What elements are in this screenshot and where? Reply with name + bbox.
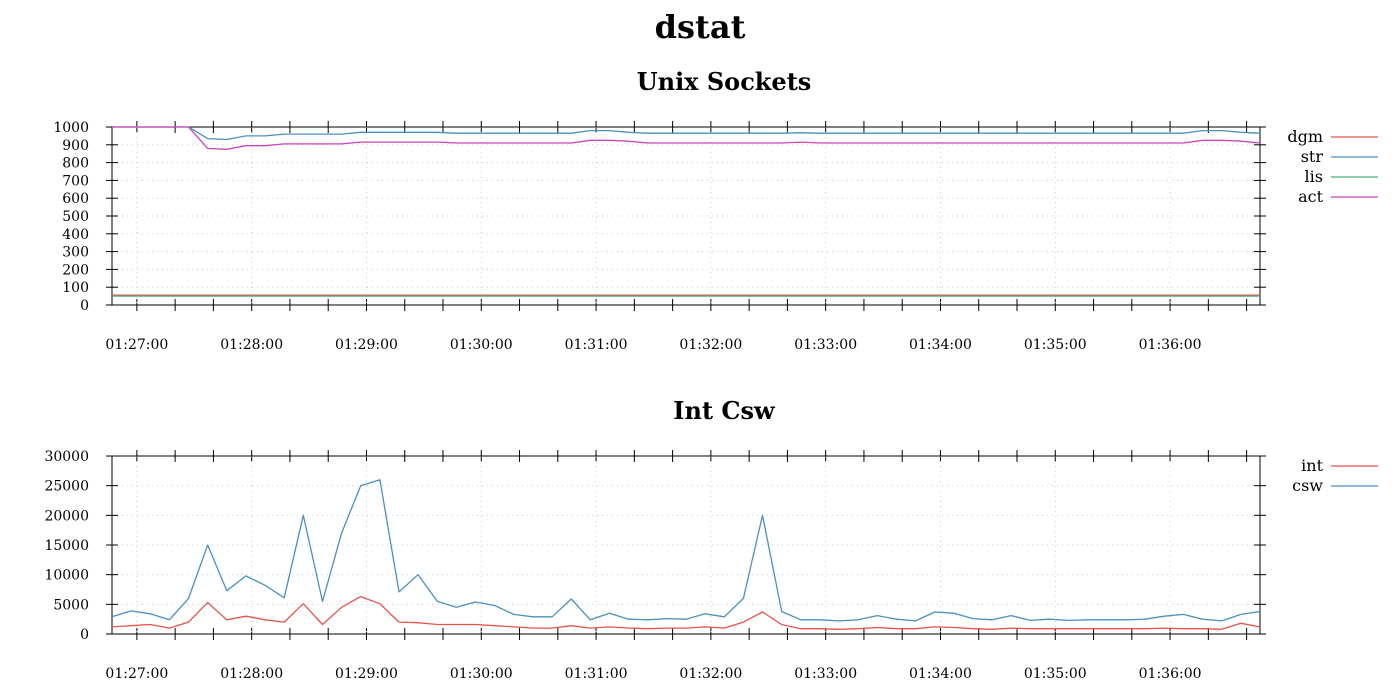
x-tick-label: 01:34:00 (909, 666, 972, 682)
legend-label: int (1301, 456, 1323, 475)
plot-frame (111, 126, 1261, 306)
series-line-int (111, 595, 1261, 630)
x-tick-label: 01:29:00 (335, 337, 398, 353)
y-tick-label: 200 (62, 262, 89, 278)
y-tick-label: 0 (80, 627, 89, 643)
x-tick-label: 01:27:00 (105, 666, 168, 682)
y-tick-label: 300 (62, 245, 89, 261)
y-tick-label: 10000 (44, 568, 89, 584)
series-line-act (112, 126, 1261, 150)
legend-label: act (1298, 187, 1324, 206)
y-tick-label: 900 (62, 138, 89, 154)
series-line-str (112, 126, 1261, 141)
y-tick-label: 15000 (44, 538, 89, 554)
series-line-csw (111, 479, 1261, 622)
chart-title: Unix Sockets (637, 67, 812, 96)
page-title: dstat (655, 8, 746, 46)
x-tick-label: 01:36:00 (1139, 337, 1202, 353)
x-tick-label: 01:30:00 (450, 337, 513, 353)
x-tick-label: 01:28:00 (220, 337, 283, 353)
x-tick-label: 01:35:00 (1024, 666, 1087, 682)
x-tick-label: 01:36:00 (1139, 666, 1202, 682)
x-tick-label: 01:33:00 (794, 337, 857, 353)
x-tick-label: 01:34:00 (909, 337, 972, 353)
x-tick-label: 01:27:00 (105, 337, 168, 353)
y-tick-label: 800 (62, 156, 89, 172)
y-tick-label: 30000 (44, 449, 89, 465)
y-tick-label: 700 (62, 173, 89, 189)
y-tick-label: 100 (62, 280, 89, 296)
y-tick-label: 1000 (53, 120, 89, 136)
x-tick-label: 01:28:00 (220, 666, 283, 682)
y-tick-label: 25000 (44, 479, 89, 495)
chart-title: Int Csw (673, 396, 776, 425)
legend-label: dgm (1287, 127, 1323, 146)
x-tick-label: 01:32:00 (679, 337, 742, 353)
y-tick-label: 600 (62, 191, 89, 207)
x-tick-label: 01:32:00 (679, 666, 742, 682)
x-tick-label: 01:33:00 (794, 666, 857, 682)
y-tick-label: 400 (62, 227, 89, 243)
x-tick-label: 01:30:00 (450, 666, 513, 682)
plot-frame (111, 455, 1261, 635)
y-tick-label: 500 (62, 209, 89, 225)
x-tick-label: 01:31:00 (565, 666, 628, 682)
x-tick-label: 01:29:00 (335, 666, 398, 682)
chart-0: Unix Sockets0100200300400500600700800900… (53, 67, 1378, 353)
x-tick-label: 01:31:00 (565, 337, 628, 353)
y-tick-label: 0 (80, 298, 89, 314)
legend-label: str (1301, 147, 1324, 166)
chart-1: Int Csw 0 5000 10000 15000 20000 25000 30000 01:… (44, 396, 1378, 682)
legend-label: csw (1292, 476, 1323, 495)
y-tick-label: 20000 (44, 508, 89, 524)
legend-label: lis (1305, 167, 1323, 186)
y-tick-label: 5000 (53, 597, 89, 613)
x-tick-label: 01:35:00 (1024, 337, 1087, 353)
